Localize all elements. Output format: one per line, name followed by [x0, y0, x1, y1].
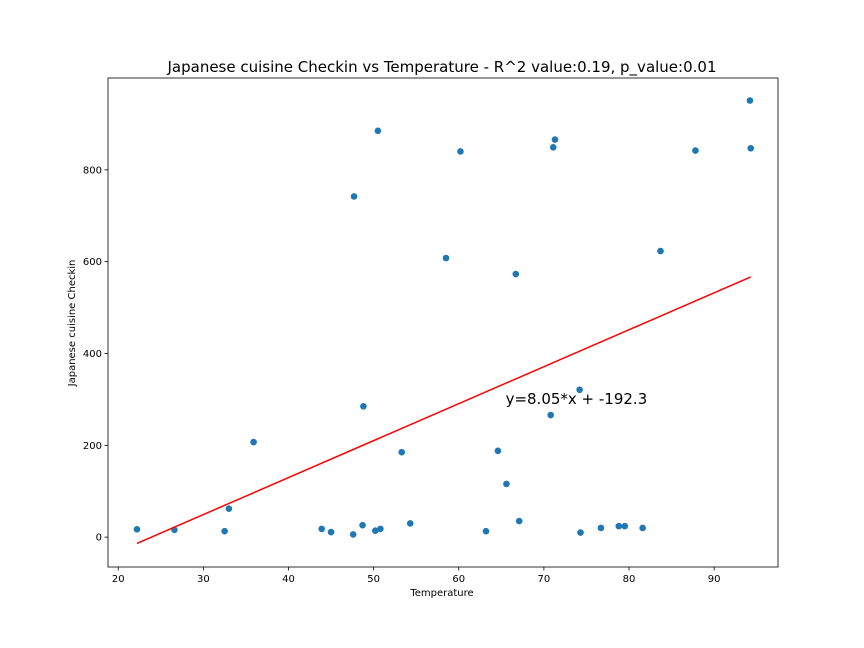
chart-title: Japanese cuisine Checkin vs Temperature …	[166, 58, 716, 77]
y-axis-label: Japanese cuisine Checkin	[67, 260, 78, 388]
y-tick-label: 200	[83, 441, 102, 452]
data-point	[360, 402, 367, 410]
plot-frame	[107, 77, 779, 568]
data-point	[349, 531, 357, 538]
data-point	[372, 527, 379, 535]
data-point	[551, 136, 559, 143]
x-tick-label: 20	[112, 574, 125, 585]
data-point	[577, 529, 584, 536]
data-point	[225, 505, 233, 512]
data-point	[692, 147, 699, 154]
data-point	[547, 411, 554, 419]
data-point	[621, 522, 629, 530]
data-point	[515, 517, 523, 525]
y-tick-label: 600	[83, 257, 102, 268]
x-tick-label: 50	[367, 574, 380, 585]
data-point	[359, 521, 366, 529]
y-tick-label: 0	[96, 533, 102, 544]
data-point	[133, 526, 141, 533]
data-point	[503, 480, 510, 488]
x-axis-label: Temperature	[409, 588, 473, 599]
data-point	[318, 525, 325, 533]
x-tick-label: 90	[708, 574, 721, 585]
data-point	[512, 270, 520, 278]
y-tick-label: 400	[83, 349, 102, 360]
data-point	[377, 525, 384, 533]
data-point	[639, 524, 646, 532]
data-point	[549, 144, 557, 151]
data-point	[374, 127, 382, 135]
y-tick-label: 800	[83, 165, 102, 176]
x-tick-label: 70	[538, 574, 551, 585]
data-point	[350, 193, 358, 200]
data-point	[398, 448, 406, 456]
data-point	[615, 522, 623, 530]
data-point	[747, 144, 755, 152]
data-point	[250, 438, 257, 446]
data-point	[494, 447, 502, 455]
regression-equation: y=8.05*x + -192.3	[506, 390, 648, 408]
data-point	[597, 524, 605, 532]
x-tick-label: 40	[282, 574, 295, 585]
data-point	[221, 527, 228, 535]
data-point	[576, 386, 583, 394]
data-point	[457, 148, 464, 155]
regression-line	[136, 276, 752, 545]
data-point	[327, 528, 335, 536]
data-point	[746, 97, 754, 104]
x-tick-label: 30	[197, 574, 210, 585]
data-point	[657, 247, 664, 255]
x-tick-label: 60	[452, 574, 465, 585]
plot-area: 20 30 40 50 60 70 80 90 0 200 400 600 800 y=8.05*x + …	[83, 77, 779, 585]
x-tick-label: 80	[623, 574, 636, 585]
data-point	[482, 527, 490, 535]
data-point	[442, 254, 450, 262]
data-point	[406, 520, 414, 527]
